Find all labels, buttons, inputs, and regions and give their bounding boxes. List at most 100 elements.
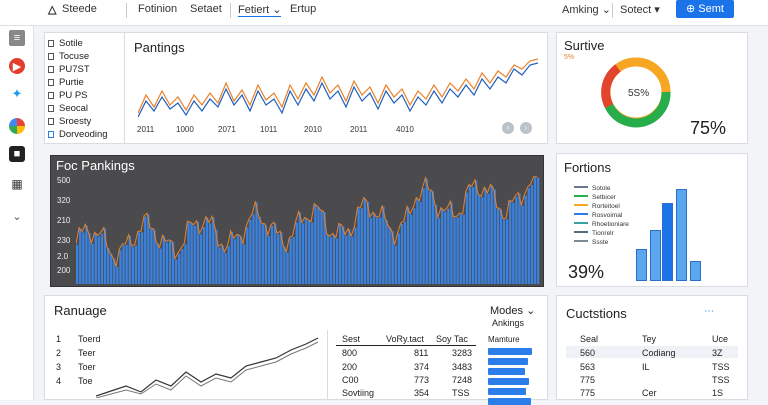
dropdown-subtitle: Ankings [492,318,525,328]
bar [335,238,339,284]
legend-item: Sotole [574,185,610,192]
bar [422,188,425,284]
bar [181,248,184,284]
bar [246,227,249,284]
bar [91,243,94,284]
bar [509,201,512,284]
table-cell: Sovtiing [342,388,375,398]
divider [126,3,127,18]
row-label: Toerd [78,334,101,344]
progress-bar [488,378,530,385]
progress-bar [488,348,533,355]
nav-link-amking[interactable]: Amking ⌄ [562,4,611,16]
bar [357,208,360,284]
bar [348,229,351,284]
more-icon[interactable]: ⋯ [704,306,714,317]
bar [369,218,373,284]
bar [456,217,459,284]
table-cell: IL [642,362,650,372]
checkbox-icon [48,53,54,60]
bar [209,223,212,284]
nav-item-2[interactable]: Setaet [190,3,222,15]
bar [419,201,422,284]
legend-item[interactable]: Tocuse [48,51,89,62]
bar-column-header: Mamture [488,335,520,344]
next-button[interactable]: › [520,122,532,134]
bar [459,213,462,284]
bar [131,247,134,284]
grid-icon[interactable]: ▦ [9,176,25,192]
bar [308,220,311,284]
bar [502,219,506,284]
bar [168,240,172,284]
big-percent: 39% [568,262,605,282]
play-icon[interactable]: ▶ [9,58,25,74]
bar [113,258,116,284]
bar [292,236,295,284]
bar [156,243,159,284]
dark-chart-title: Foc Pankings [56,158,135,173]
bar [332,234,336,284]
nav-link-sotect[interactable]: Sotect ▾ [620,4,660,16]
legend-item[interactable]: Dorveoding [48,129,108,140]
x-tick: 2011 [350,125,368,134]
legend-item[interactable]: Seocal [48,103,88,114]
col-header: Seal [580,334,599,344]
nav-item-4[interactable]: Ertup [290,3,317,15]
app-icon[interactable]: ■ [9,146,25,162]
bar [184,244,187,284]
legend-swatch [574,213,588,215]
bar [224,252,227,284]
google-icon[interactable] [9,118,25,134]
primary-button[interactable]: ⊕ Semt [676,0,734,18]
bird-icon[interactable]: ✦ [9,86,25,102]
nav-item-1[interactable]: Fotinion [138,3,178,15]
line-chart [138,58,538,118]
bar [280,232,283,284]
bar [295,222,298,284]
chevron-left-icon: ‹ [506,123,510,132]
legend-item: Tionrelr [574,230,614,237]
bar [478,195,481,284]
document-icon[interactable]: ≡ [9,30,25,46]
legend-item: Rosvoimal [574,212,622,219]
series-line-blue [138,62,538,118]
row-label: Teer [78,348,96,358]
chevron-down-icon[interactable]: ⌄ [9,208,25,224]
bar [270,225,274,284]
y-label: 200 [57,266,71,275]
divider [336,345,476,346]
legend-item[interactable]: Purtie [48,77,84,88]
bar [311,222,314,284]
table-cell: 773 [414,375,430,385]
legend-item[interactable]: PU7ST [48,64,90,75]
bar [317,207,320,284]
bar [465,192,469,284]
bar [140,232,144,284]
bar [428,190,431,284]
bar [450,202,453,284]
row-label: Toer [78,362,96,372]
y-label: 500 [57,176,71,185]
card-title: Ranuage [54,303,107,318]
bar [425,178,428,284]
chevron-down-icon: ⌄ [601,4,611,16]
table-cell: 354 [414,388,430,398]
bar [273,223,277,284]
checkbox-icon [48,79,54,86]
bar [119,250,122,284]
col-header: Sest [342,334,361,344]
legend-item[interactable]: Sotile [48,38,83,49]
bar [533,177,537,284]
nav-item-3[interactable]: Fetiert ⌄ [238,4,282,17]
bar-top-line [76,175,537,268]
modes-dropdown[interactable]: Modes ⌄ [490,305,536,317]
legend-item[interactable]: Sroesty [48,116,91,127]
bar [212,217,215,284]
legend-item[interactable]: PU PS [48,90,88,101]
divider [230,3,231,18]
prev-button[interactable]: ‹ [502,122,514,134]
bar [379,217,382,284]
card-title: Fortions [564,160,611,175]
bar [147,214,150,284]
